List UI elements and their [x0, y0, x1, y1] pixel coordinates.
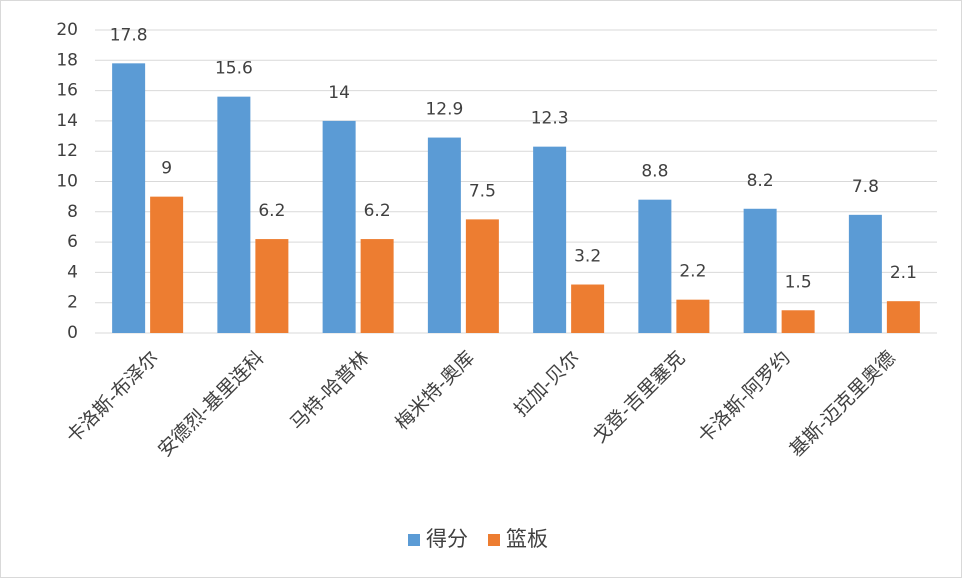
bar: [638, 199, 672, 333]
data-label: 14: [328, 83, 350, 103]
bar: [886, 301, 920, 333]
legend-swatch: [408, 534, 420, 546]
data-label: 1.5: [785, 272, 812, 292]
data-label: 6.2: [364, 201, 391, 221]
data-label: 6.2: [258, 201, 285, 221]
y-tick-label: 18: [56, 50, 78, 70]
data-label: 9: [161, 159, 172, 179]
bar: [322, 120, 356, 334]
data-label: 8.8: [641, 162, 668, 182]
data-label: 2.2: [679, 262, 706, 282]
legend-label: 得分: [426, 527, 468, 551]
bar: [360, 239, 394, 333]
y-tick-label: 14: [56, 111, 78, 131]
y-tick-label: 4: [67, 262, 78, 282]
y-tick-label: 20: [56, 20, 78, 40]
data-label: 17.8: [110, 25, 148, 45]
bar: [150, 196, 184, 333]
data-label: 7.5: [469, 181, 496, 201]
bar: [217, 96, 251, 333]
data-label: 3.2: [574, 247, 601, 267]
data-label: 15.6: [215, 59, 253, 79]
bar: [533, 146, 567, 333]
bar: [743, 208, 777, 333]
bar: [676, 299, 710, 333]
legend-swatch: [488, 534, 500, 546]
bar: [781, 310, 815, 333]
bar: [465, 219, 499, 333]
bar: [427, 137, 461, 333]
bar: [848, 214, 882, 333]
data-label: 12.3: [531, 109, 569, 129]
legend-label: 篮板: [506, 527, 548, 551]
y-tick-label: 16: [56, 81, 78, 101]
data-label: 8.2: [747, 171, 774, 191]
bar: [571, 284, 605, 333]
bar: [255, 239, 289, 333]
y-tick-label: 6: [67, 232, 78, 252]
data-label: 7.8: [852, 177, 879, 197]
bar: [112, 63, 146, 334]
y-tick-label: 0: [67, 323, 78, 343]
data-label: 2.1: [890, 263, 917, 283]
y-tick-label: 8: [67, 202, 78, 222]
data-label: 12.9: [425, 100, 463, 120]
y-tick-label: 12: [56, 141, 78, 161]
y-tick-label: 2: [67, 293, 78, 313]
y-tick-label: 10: [56, 172, 78, 192]
